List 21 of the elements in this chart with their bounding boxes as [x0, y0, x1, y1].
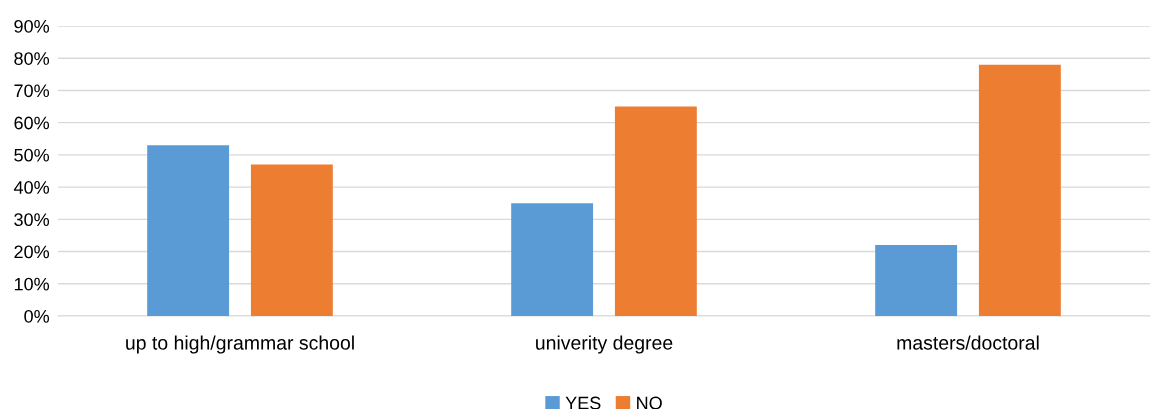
x-tick-label: up to high/grammar school: [126, 335, 354, 354]
bar: [978, 64, 1061, 316]
x-tick-label: univerity degree: [536, 335, 673, 354]
y-tick-label: 10%: [14, 277, 50, 291]
bar: [511, 203, 594, 316]
legend-label: YES: [565, 396, 601, 409]
legend-label: NO: [637, 396, 662, 409]
y-tick-label: 90%: [14, 19, 50, 33]
y-tick-label: 80%: [14, 52, 50, 65]
x-tick-label: masters/doctoral: [897, 335, 1039, 350]
y-tick-label: 70%: [14, 84, 50, 98]
bar: [147, 145, 230, 316]
y-tick-label: 30%: [14, 213, 50, 227]
y-tick-label: 50%: [14, 148, 50, 162]
y-tick-label: 20%: [14, 245, 50, 259]
bar: [875, 245, 958, 316]
bar: [614, 106, 697, 316]
y-tick-label: 0%: [24, 309, 50, 323]
y-tick-label: 40%: [13, 181, 50, 194]
y-tick-label: 60%: [14, 116, 50, 130]
bar: [250, 164, 333, 316]
